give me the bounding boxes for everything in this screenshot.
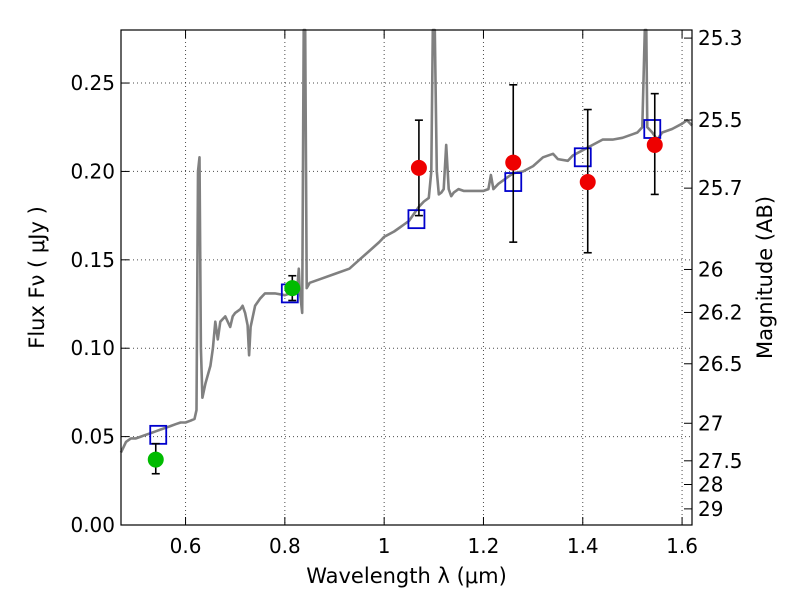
spectrum-layer (119, 28, 693, 454)
right-tick-label: 28 (698, 473, 723, 497)
x-tick-label: 1.2 (468, 534, 500, 558)
right-tick-label: 26.2 (698, 300, 743, 324)
spectrum-line (119, 28, 693, 454)
y-tick-label: 0.10 (70, 336, 115, 360)
right-tick-label: 26.5 (698, 352, 743, 376)
grid (121, 30, 692, 526)
model-photometry-square (573, 147, 592, 168)
y-tick-label: 0.15 (70, 248, 115, 272)
x-tick-label: 1.4 (567, 534, 599, 558)
x-tick-label: 0.8 (269, 534, 301, 558)
right-axis-label: Magnitude (AB) (753, 196, 777, 359)
right-tick-label: 25.3 (698, 26, 743, 50)
right-tick-label: 29 (698, 497, 723, 521)
right-tick-label: 26 (698, 257, 723, 281)
observed-point (284, 280, 301, 297)
observed-point (579, 174, 596, 191)
x-tick-label: 1 (378, 534, 391, 558)
model-photometry-square (407, 209, 426, 230)
right-tick-label: 27 (698, 411, 723, 435)
plot-frame (120, 29, 693, 526)
observed-point (505, 154, 522, 171)
y-tick-label: 0.05 (70, 425, 115, 449)
observed-point (147, 451, 164, 468)
observed-point (646, 136, 663, 153)
x-axis-label: Wavelength λ (μm) (306, 564, 507, 588)
y-tick-label: 0.00 (70, 513, 115, 537)
x-tick-label: 0.6 (170, 534, 202, 558)
y-tick-label: 0.20 (70, 159, 115, 183)
y-tick-label: 0.25 (70, 71, 115, 95)
right-tick-label: 25.5 (698, 108, 743, 132)
right-tick-label: 27.5 (698, 449, 743, 473)
tick-layer: 0.6 0.8 1 1.2 1.4 1.6 0.00 0.05 0.10 0.15 0.20 0.25… (70, 26, 742, 558)
x-tick-label: 1.6 (666, 534, 698, 558)
observed-point (410, 159, 427, 176)
y-axis-label: Flux Fν ( μJy ) (25, 206, 49, 349)
marker-layer (147, 84, 663, 475)
right-tick-label: 25.7 (698, 176, 743, 200)
